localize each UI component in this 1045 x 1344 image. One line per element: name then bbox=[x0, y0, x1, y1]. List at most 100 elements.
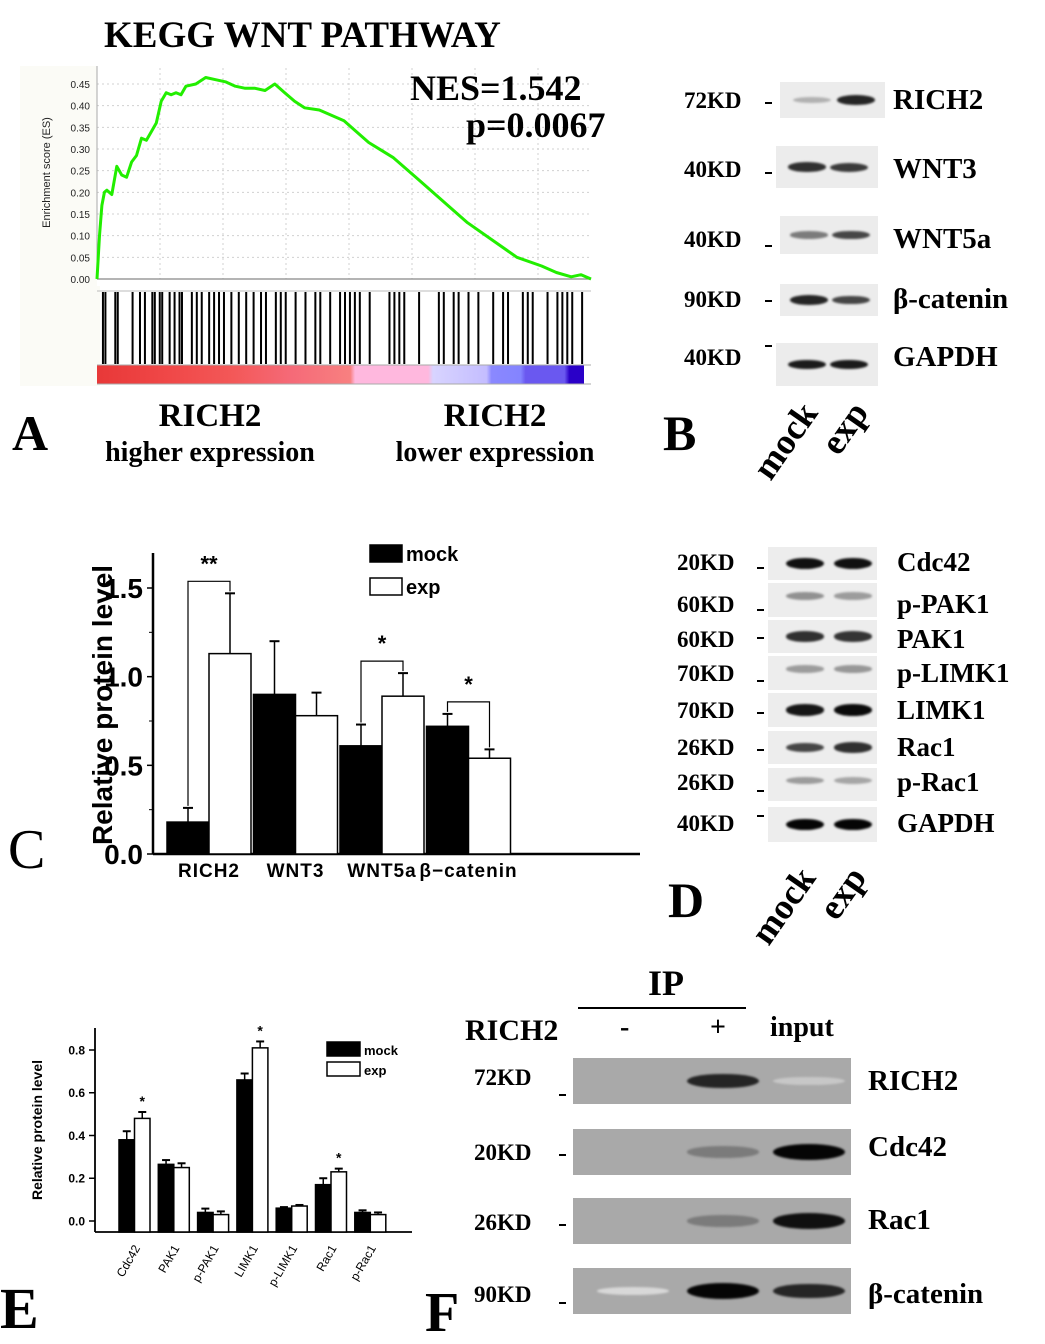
x-tick-label: Cdc42 bbox=[114, 1242, 144, 1279]
protein-band bbox=[786, 818, 824, 831]
molecular-weight-label: 72KD bbox=[474, 1065, 532, 1090]
gsea-enrichment-plot: 0.00 0.05 0.10 0.15 0.20 0.25 0.30 0.35 0.40 0.45… bbox=[20, 66, 592, 386]
y-tick-label: 0.40 bbox=[71, 102, 91, 113]
y-tick-label: 0.2 bbox=[68, 1172, 85, 1186]
gene-hit-bar bbox=[353, 292, 356, 364]
gene-hit-bar bbox=[319, 292, 322, 364]
gene-hit-bar bbox=[252, 292, 255, 364]
bar-mock-LIMK1 bbox=[236, 1079, 254, 1233]
bar-chart-e: 0.0 0.2 0.4 0.6 0.8 Relative protein level Cdc… bbox=[29, 1022, 412, 1289]
lane-label-input: input bbox=[770, 1012, 834, 1043]
plot-area bbox=[97, 66, 591, 286]
gene-hit-bar bbox=[161, 292, 164, 364]
legend-label-exp: exp bbox=[406, 577, 440, 599]
marker-tick bbox=[559, 1154, 566, 1156]
bar-exp-WNT3 bbox=[294, 714, 339, 855]
gene-hit-bar bbox=[264, 292, 267, 364]
y-axis-label: Relative protein level bbox=[87, 565, 118, 845]
x-tick-label: p-Rac1 bbox=[347, 1242, 379, 1283]
protein-band bbox=[834, 818, 872, 831]
protein-label: GAPDH bbox=[897, 808, 995, 838]
x-tick-label: WNT3 bbox=[267, 861, 325, 882]
marker-tick bbox=[757, 815, 764, 817]
protein-band bbox=[773, 1076, 845, 1086]
protein-band bbox=[687, 1282, 759, 1300]
gene-hit-bar bbox=[245, 292, 248, 364]
marker-tick bbox=[765, 102, 772, 104]
bar-exp-RICH2 bbox=[208, 652, 252, 855]
gene-hit-bar bbox=[344, 292, 346, 364]
y-tick-label: 1.5 bbox=[104, 573, 143, 604]
marker-tick bbox=[559, 1302, 566, 1304]
y-tick-label: 0.05 bbox=[71, 253, 91, 264]
blot-strip-p-Rac1 bbox=[768, 768, 877, 801]
molecular-weight-label: 26KD bbox=[474, 1210, 532, 1235]
x-tick-label: p-PAK1 bbox=[189, 1242, 222, 1284]
protein-band bbox=[687, 1146, 759, 1158]
y-tick-label: 0.15 bbox=[71, 210, 91, 221]
protein-band bbox=[834, 777, 872, 784]
ip-label: IP bbox=[648, 963, 684, 1003]
bar-mock-WNT3 bbox=[252, 693, 297, 855]
blot-strip-Rac1 bbox=[573, 1198, 851, 1244]
bar-mock-β−catenin bbox=[425, 725, 470, 855]
protein-band bbox=[831, 295, 870, 305]
panel-letter-a: A bbox=[12, 405, 49, 461]
molecular-weight-label: 40KD bbox=[677, 811, 735, 836]
protein-band bbox=[786, 665, 824, 673]
panel-letter-d: D bbox=[668, 872, 705, 928]
legend-swatch-mock bbox=[369, 544, 403, 563]
gene-hit-bar bbox=[368, 292, 371, 364]
bar-exp-p-PAK1 bbox=[212, 1213, 230, 1233]
gene-hit-bar bbox=[581, 292, 584, 364]
lane-label-mock: mock bbox=[744, 394, 826, 487]
significance-marker: * bbox=[140, 1093, 146, 1109]
blot-strip-p-LIMK1 bbox=[768, 656, 877, 690]
gene-hit-bar bbox=[329, 292, 332, 364]
x-tick-label: WNT5a bbox=[347, 861, 416, 882]
gene-hit-bar bbox=[437, 292, 440, 364]
gene-hit-bar bbox=[208, 292, 211, 364]
molecular-weight-label: 70KD bbox=[677, 661, 735, 686]
protein-label: p-PAK1 bbox=[897, 589, 990, 619]
gene-hit-bar bbox=[457, 292, 460, 364]
blot-strip-WNT3 bbox=[776, 146, 878, 188]
nes-annotation: NES=1.542 bbox=[410, 68, 582, 108]
marker-tick bbox=[757, 637, 764, 639]
bar-exp-LIMK1 bbox=[251, 1047, 269, 1233]
protein-band bbox=[834, 665, 872, 673]
protein-band bbox=[830, 162, 869, 172]
left-group-label: RICH2 higher expression bbox=[80, 398, 340, 469]
protein-label: LIMK1 bbox=[897, 695, 986, 725]
protein-band bbox=[786, 776, 824, 785]
y-tick-label: 0.20 bbox=[71, 188, 91, 199]
blot-strip-Rac1 bbox=[768, 731, 877, 764]
gene-hit-bar bbox=[348, 292, 351, 364]
protein-label: Rac1 bbox=[868, 1204, 931, 1236]
marker-tick bbox=[757, 680, 764, 682]
marker-tick bbox=[765, 172, 772, 174]
gene-hit-bar bbox=[467, 292, 470, 364]
protein-band bbox=[687, 1073, 759, 1089]
blot-strip-RICH2 bbox=[780, 82, 885, 118]
marker-tick bbox=[757, 567, 764, 569]
gene-hit-bar bbox=[393, 292, 396, 364]
blot-strip-p-PAK1 bbox=[768, 583, 877, 617]
significance-marker: * bbox=[336, 1150, 342, 1166]
bar-exp-PAK1 bbox=[173, 1166, 191, 1233]
x-tick-label: RICH2 bbox=[178, 861, 240, 882]
molecular-weight-label: 20KD bbox=[677, 550, 735, 575]
y-tick-label: 0.0 bbox=[104, 839, 143, 870]
protein-label: Rac1 bbox=[897, 732, 956, 762]
protein-label: Cdc42 bbox=[868, 1131, 947, 1163]
protein-label: PAK1 bbox=[897, 624, 966, 654]
protein-band bbox=[786, 704, 824, 716]
y-tick-label: 1.0 bbox=[104, 662, 143, 693]
x-tick-label: p-LIMK1 bbox=[265, 1242, 300, 1289]
gene-hit-bar bbox=[492, 292, 495, 364]
legend-swatch-mock bbox=[326, 1041, 361, 1057]
gene-hit-bar bbox=[143, 292, 146, 364]
gene-hit-bar bbox=[190, 292, 193, 364]
gene-hit-bar bbox=[218, 292, 221, 364]
gene-hit-bar bbox=[546, 292, 549, 364]
